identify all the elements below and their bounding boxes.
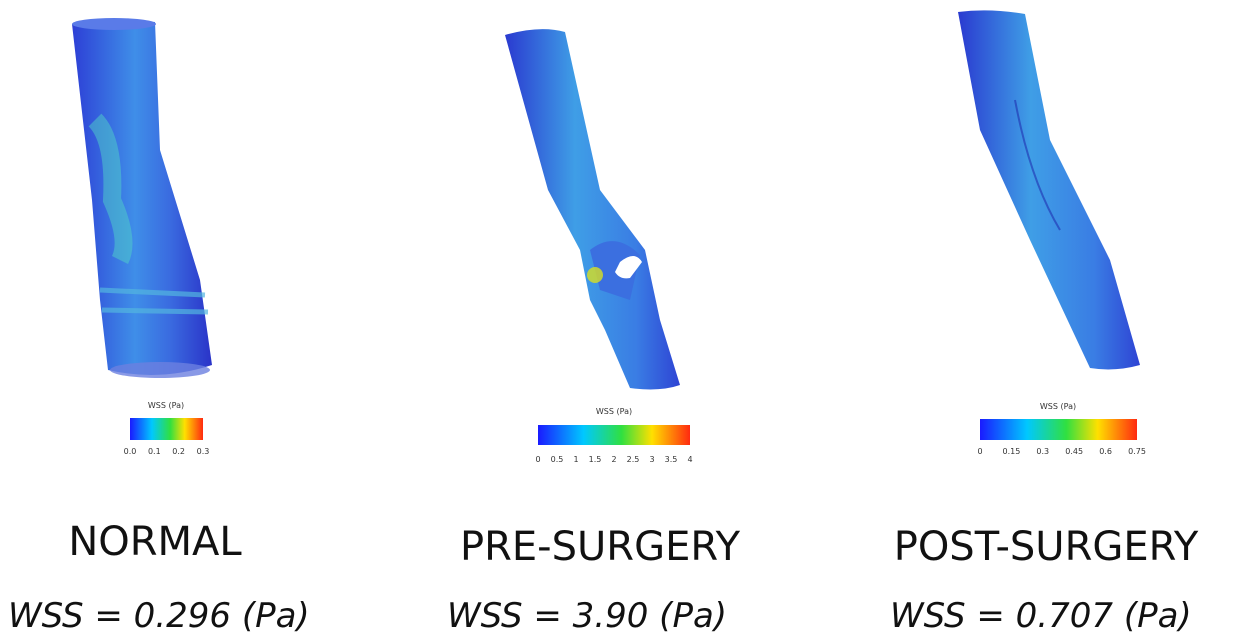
colorbar-tick-label: 0.45 [1065,447,1083,456]
vessel-pre-surgery [505,29,680,389]
colorbar [980,419,1137,440]
colorbar-tick-label: 0.3 [1036,447,1049,456]
colorbar-tick-label: 1.5 [589,455,602,464]
colorbar-tick-label: 0.1 [148,447,161,456]
colorbar-tick-label: 1 [573,455,578,464]
wss-value: WSS = 0.707 (Pa) [890,596,1192,636]
colorbar-tick-label: 0.2 [172,447,185,456]
colorbar-label: WSS (Pa) [1040,402,1076,411]
panel-title: POST-SURGERY [894,524,1199,570]
colorbar-label: WSS (Pa) [596,407,632,416]
wss-value: WSS = 0.296 (Pa) [8,596,310,636]
vessel-normal [72,18,212,378]
colorbar-tick-label: 0.5 [551,455,564,464]
panel-title: PRE-SURGERY [460,524,741,570]
colorbar [538,425,690,445]
colorbar-tick-label: 2 [611,455,616,464]
panel-title: NORMAL [68,519,242,565]
colorbar-label: WSS (Pa) [148,401,184,410]
colorbar-tick-label: 0.15 [1002,447,1020,456]
colorbar-tick-label: 0.3 [197,447,210,456]
colorbar-tick-label: 2.5 [627,455,640,464]
colorbar-tick-label: 3.5 [665,455,678,464]
vessel-post-surgery [958,10,1140,369]
colorbar-tick-label: 3 [649,455,654,464]
colorbar [130,418,203,440]
colorbar-tick-label: 0.0 [124,447,137,456]
colorbar-tick-label: 4 [687,455,692,464]
colorbar-tick-label: 0.75 [1128,447,1146,456]
colorbar-tick-label: 0 [977,447,982,456]
colorbar-tick-label: 0.6 [1099,447,1112,456]
figure: WSS (Pa) WSS (Pa) WSS (Pa) NORMAL PRE-SU… [0,0,1251,641]
wss-value: WSS = 3.90 (Pa) [447,596,727,636]
colorbar-tick-label: 0 [535,455,540,464]
